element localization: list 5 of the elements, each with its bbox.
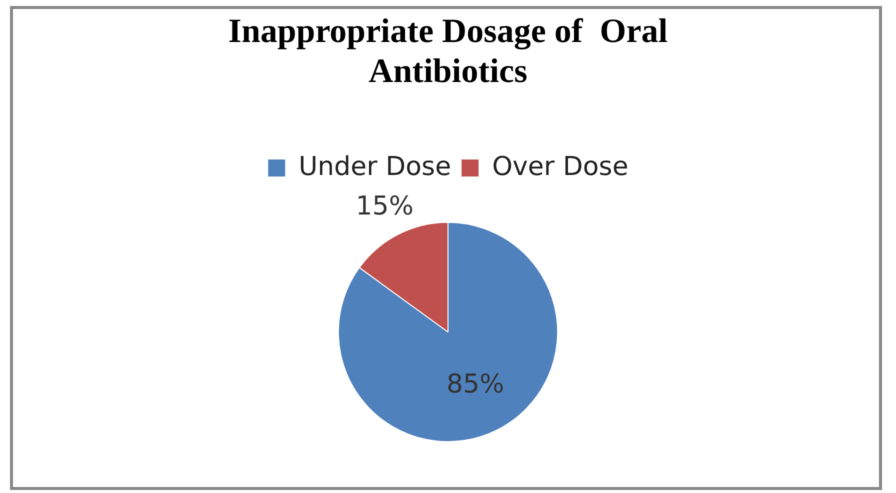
legend-label: Under Dose: [298, 152, 452, 182]
chart-title: Inappropriate Dosage of Oral Antibiotics: [228, 12, 668, 92]
legend-label: Over Dose: [492, 152, 628, 182]
data-label: 85%: [446, 369, 504, 400]
data-label: 15%: [356, 191, 414, 222]
